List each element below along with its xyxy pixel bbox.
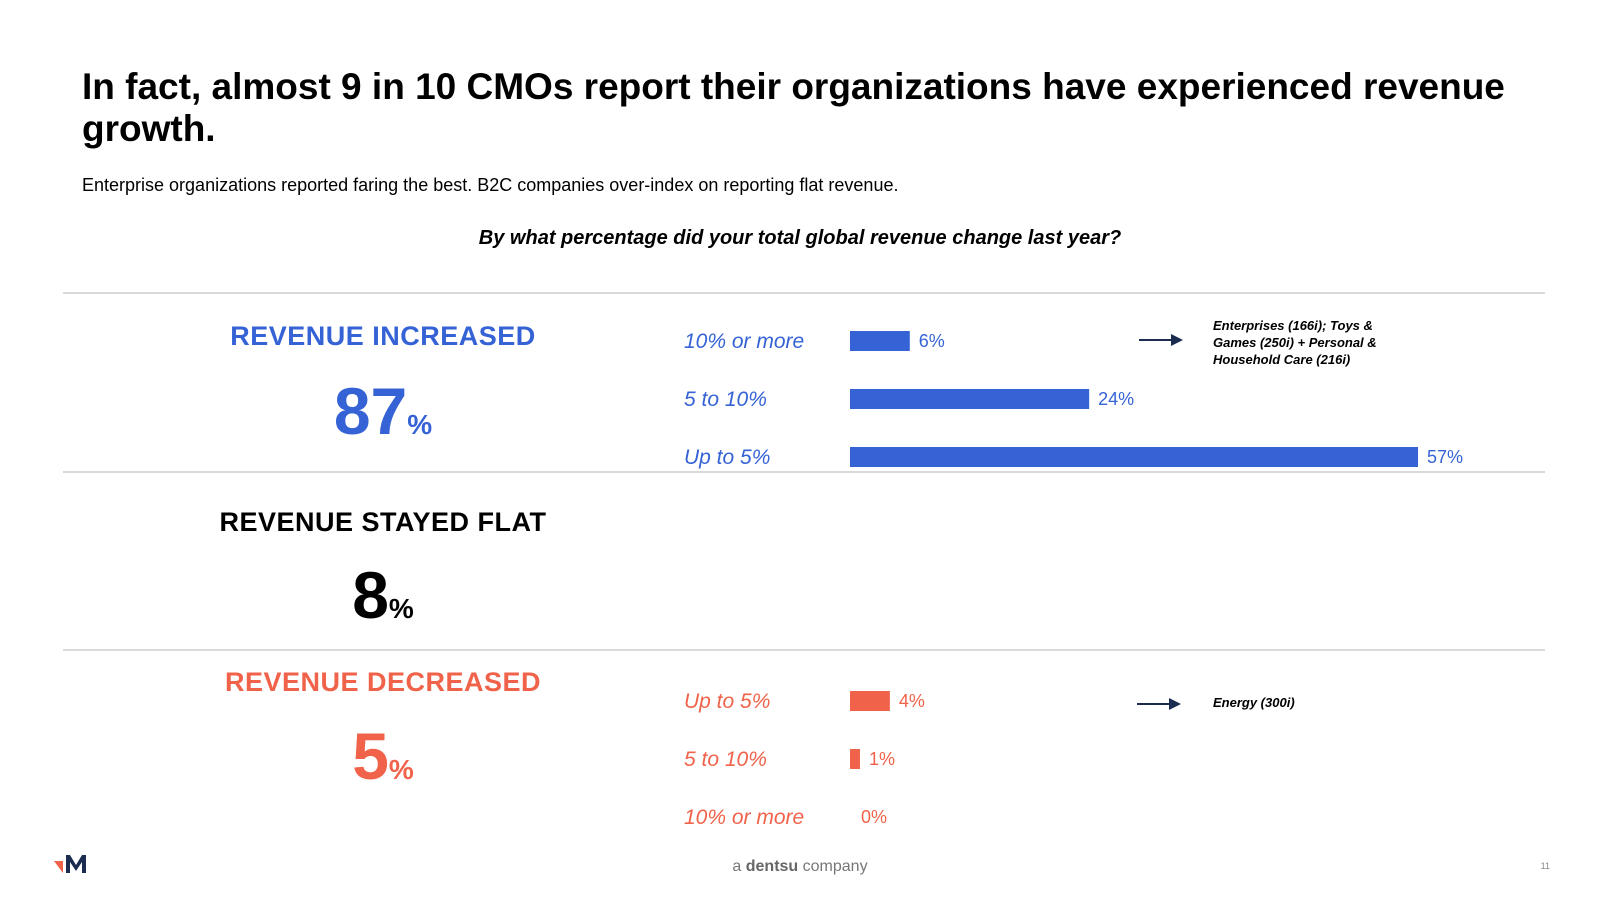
bar-value-label-decreased-1: 1% <box>869 749 895 769</box>
bar-category-label-increased-2: Up to 5% <box>684 446 770 469</box>
bar-value-label-increased-2: 57% <box>1427 447 1463 467</box>
note-decreased: Energy (300i) <box>1213 695 1295 710</box>
note-increased: Enterprises (166i); Toys & Games (250i) … <box>1213 318 1377 367</box>
revenue-flat-number: 8 <box>352 558 389 632</box>
bar-category-label-decreased-2: 10% or more <box>684 806 804 829</box>
bar-value-label-increased-1: 24% <box>1098 389 1134 409</box>
bar-category-label-decreased-1: 5 to 10% <box>684 748 767 771</box>
bar-category-label-increased-0: 10% or more <box>684 330 804 353</box>
revenue-increased-pct: % <box>407 409 433 440</box>
divider-top <box>63 292 1545 294</box>
bar-decreased-0 <box>850 691 890 711</box>
bar-value-label-decreased-0: 4% <box>899 691 925 711</box>
revenue-decreased-pct: % <box>388 754 414 785</box>
bar-value-label-decreased-2: 0% <box>861 807 887 827</box>
bar-increased-0 <box>850 331 910 351</box>
footer-brand-name: dentsu <box>745 858 799 875</box>
divider-middle <box>63 471 1545 473</box>
arrow-decreased-icon <box>1137 698 1181 710</box>
revenue-increased-label: REVENUE INCREASED <box>230 321 536 351</box>
footer-prefix: a <box>732 858 746 875</box>
revenue-decreased-label: REVENUE DECREASED <box>224 667 542 697</box>
page-number: 11 <box>1540 861 1550 871</box>
revenue-flat-label: REVENUE STAYED FLAT <box>219 507 547 537</box>
revenue-decreased-value: 5% <box>163 723 603 789</box>
page-title: In fact, almost 9 in 10 CMOs report thei… <box>82 66 1505 149</box>
bar-increased-1 <box>850 389 1090 409</box>
divider-bottom <box>63 649 1545 651</box>
bar-category-label-increased-1: 5 to 10% <box>684 388 767 411</box>
survey-question: By what percentage did your total global… <box>478 227 1122 249</box>
footer-suffix: company <box>798 858 868 875</box>
m-logo-icon <box>54 855 86 873</box>
revenue-increased-value: 87% <box>163 378 603 444</box>
revenue-flat-value: 8% <box>163 562 603 628</box>
bar-increased-2 <box>850 447 1418 467</box>
revenue-increased-number: 87 <box>333 374 408 448</box>
page-subtitle: Enterprise organizations reported faring… <box>82 175 899 195</box>
bar-decreased-1 <box>850 749 860 769</box>
arrow-increased-icon <box>1139 334 1183 346</box>
revenue-flat-pct: % <box>388 593 414 624</box>
footer-brand: a dentsu company <box>0 858 1600 876</box>
revenue-decreased-number: 5 <box>352 719 389 793</box>
bar-value-label-increased-0: 6% <box>919 331 945 351</box>
bar-category-label-decreased-0: Up to 5% <box>684 690 770 713</box>
